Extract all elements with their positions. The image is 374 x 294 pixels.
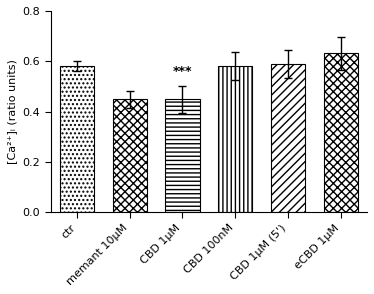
Bar: [113, 99, 147, 212]
Bar: [60, 66, 94, 212]
Y-axis label: [Ca²⁺]ᵢ (ratio units): [Ca²⁺]ᵢ (ratio units): [7, 59, 17, 164]
Text: ***: ***: [173, 65, 192, 78]
Bar: [324, 53, 358, 212]
Bar: [271, 64, 305, 212]
Bar: [165, 99, 200, 212]
Bar: [218, 66, 252, 212]
